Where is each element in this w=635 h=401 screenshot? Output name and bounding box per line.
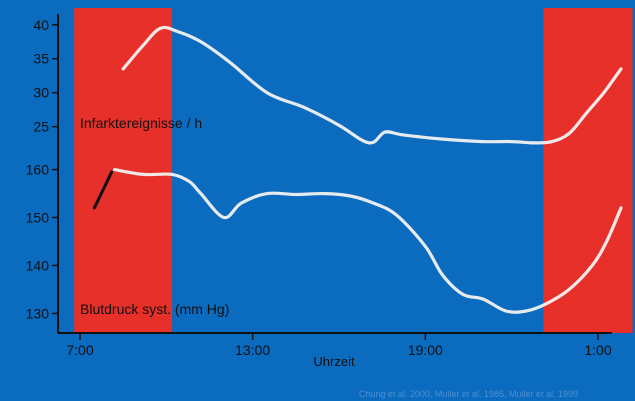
infarct-y-tick-label-40: 40 — [33, 17, 49, 33]
x-tick-label-2: 19:00 — [408, 342, 443, 358]
blood_pressure-y-tick-label-130: 130 — [26, 305, 50, 321]
infarct-series-label: Infarktereignisse / h — [80, 115, 202, 131]
blood_pressure-marker-segment — [92, 170, 114, 210]
infarct-y-tick-label-35: 35 — [33, 51, 49, 67]
time-band-2 — [543, 8, 633, 333]
infarct-series-line — [121, 25, 623, 145]
x-axis-label: Uhrzeit — [313, 354, 355, 369]
blood_pressure-y-tick-label-150: 150 — [26, 210, 50, 226]
x-tick-label-3: 1:00 — [584, 342, 611, 358]
infarct-y-tick-label-25: 25 — [33, 119, 49, 135]
blood_pressure-y-tick-label-140: 140 — [26, 257, 50, 273]
blood_pressure-series-line — [112, 168, 623, 314]
x-tick-label-1: 13:00 — [235, 342, 270, 358]
infarct-y-tick-label-30: 30 — [33, 85, 49, 101]
x-tick-label-0: 7:00 — [66, 342, 93, 358]
blood-pressure-series-label: Blutdruck syst. (mm Hg) — [80, 301, 229, 317]
blood_pressure-y-tick-label-160: 160 — [26, 162, 50, 178]
source-note: Chung et al. 2000, Muller et al. 1985, M… — [359, 389, 578, 399]
